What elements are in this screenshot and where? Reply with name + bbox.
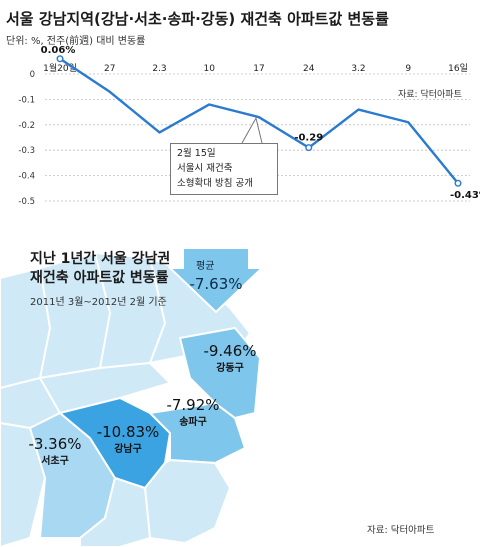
average-arrow bbox=[167, 247, 265, 314]
data-point bbox=[56, 55, 64, 63]
district-seocho: -3.36% 서초구 bbox=[22, 436, 88, 470]
map-inner-border-3 bbox=[149, 257, 167, 364]
map-panel-title: 지난 1년간 서울 강남권 재건축 아파트값 변동률 bbox=[30, 250, 170, 288]
data-label: -0.29 bbox=[294, 133, 323, 144]
chart-title: 서울 강남지역(강남·서초·송파·강동) 재건축 아파트값 변동률 bbox=[6, 10, 389, 28]
map-title-line-1: 지난 1년간 서울 강남권 bbox=[30, 251, 171, 267]
x-tick-label: 27 bbox=[104, 64, 115, 74]
map-region-southwest bbox=[0, 421, 47, 547]
x-tick-label: 2.3 bbox=[152, 64, 166, 74]
y-tick-label: 0 bbox=[30, 70, 35, 80]
map-panel-subtitle: 2011년 3월~2012년 2월 기준 bbox=[30, 297, 167, 308]
x-tick-label: 16일 bbox=[448, 63, 468, 74]
average-label: 평균 bbox=[196, 261, 215, 272]
district-name: 송파구 bbox=[179, 417, 207, 428]
chart-callout: 2월 15일 서울시 재건축 소형확대 방침 공개 bbox=[170, 143, 278, 195]
district-value: -10.83% bbox=[96, 423, 160, 441]
district-name: 강동구 bbox=[216, 363, 244, 374]
district-name: 강남구 bbox=[114, 444, 142, 455]
y-tick-label: -0.5 bbox=[18, 197, 35, 207]
callout-line-3: 소형확대 방침 공개 bbox=[177, 178, 253, 189]
district-value: -7.92% bbox=[166, 396, 220, 414]
map-title-line-2: 재건축 아파트값 변동률 bbox=[30, 270, 169, 286]
series-line bbox=[59, 57, 459, 184]
map-region-gangdong bbox=[178, 326, 262, 420]
seoul-district-map bbox=[0, 247, 265, 547]
callout-line-2: 서울시 재건축 bbox=[177, 163, 233, 174]
x-tick-label: 24 bbox=[303, 64, 315, 74]
y-tick-label: -0.2 bbox=[18, 121, 35, 131]
y-tick-label: -0.3 bbox=[18, 146, 35, 156]
x-tick-label: 3.2 bbox=[351, 64, 365, 74]
y-tick-label: -0.1 bbox=[18, 95, 35, 105]
chart-series: 0.06% -0.29 -0.43% bbox=[41, 45, 480, 201]
map-region-south bbox=[79, 476, 152, 547]
callout-pointer bbox=[241, 116, 263, 144]
district-gangnam: -10.83% 강남구 bbox=[92, 424, 164, 458]
map-inner-border-1 bbox=[39, 267, 52, 379]
chart-unit-note: 단위: %, 전주(前週) 대비 변동률 bbox=[6, 36, 146, 47]
map-inner-border-2 bbox=[94, 252, 112, 369]
chart-source: 자료: 닥터아파트 bbox=[398, 89, 462, 100]
data-point bbox=[454, 179, 462, 187]
district-songpa: -7.92% 송파구 bbox=[158, 397, 228, 431]
x-tick-label: 9 bbox=[405, 64, 411, 74]
x-tick-label: 17 bbox=[253, 64, 264, 74]
district-value: -9.46% bbox=[203, 342, 257, 360]
district-gangdong: -9.46% 강동구 bbox=[190, 343, 270, 377]
district-value: -3.36% bbox=[28, 435, 82, 453]
callout-line-1: 2월 15일 bbox=[177, 148, 216, 159]
data-point bbox=[305, 144, 313, 152]
map-region-southeast bbox=[143, 458, 232, 545]
average-value: -7.63% bbox=[189, 275, 243, 293]
y-tick-label: -0.4 bbox=[18, 172, 35, 182]
data-label: -0.43% bbox=[450, 190, 480, 201]
map-source: 자료: 닥터아파트 bbox=[367, 525, 435, 536]
x-tick-label: 10 bbox=[204, 64, 216, 74]
district-name: 서초구 bbox=[41, 456, 69, 467]
data-label: 0.06% bbox=[41, 45, 76, 56]
